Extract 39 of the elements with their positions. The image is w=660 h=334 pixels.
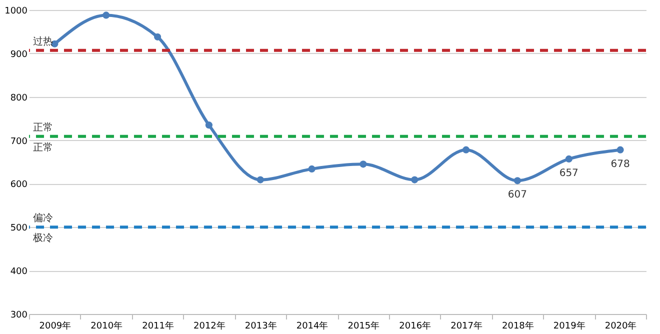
y-tick-label: 700 — [10, 136, 28, 147]
x-tick-label: 2010年 — [90, 320, 123, 332]
ref-line-label: 偏冷 — [33, 212, 53, 224]
point — [514, 177, 521, 184]
data-label: 678 — [610, 158, 630, 170]
x-tick-label: 2016年 — [399, 320, 432, 332]
x-tick-label: 2017年 — [450, 320, 482, 332]
point — [256, 176, 264, 184]
data-label: 657 — [559, 168, 578, 179]
x-tick-label: 2015年 — [348, 320, 380, 332]
x-tick-label: 2011年 — [142, 320, 174, 332]
point — [308, 165, 316, 172]
data-label: 607 — [508, 190, 528, 201]
y-tick-label: 400 — [10, 267, 28, 278]
point — [205, 122, 212, 129]
x-tick-label: 2019年 — [553, 320, 586, 332]
y-tick-label: 900 — [10, 50, 28, 60]
point — [565, 155, 572, 162]
x-tick-label: 2014年 — [296, 320, 328, 332]
y-tick-label: 500 — [10, 224, 28, 234]
annotation: 正常 — [33, 141, 53, 154]
y-tick-label: 1000 — [4, 6, 28, 16]
point — [154, 33, 162, 40]
point — [616, 146, 624, 154]
y-tick-label: 800 — [10, 93, 28, 104]
x-tick-label: 2020年 — [604, 320, 637, 332]
ref-line-label: 过热 — [33, 35, 53, 48]
annotation: 极冷 — [32, 232, 53, 244]
ref-line-label: 正常 — [33, 121, 53, 134]
x-tick-label: 2009年 — [39, 320, 72, 332]
y-tick-label: 600 — [10, 180, 28, 190]
x-tick-label: 2012年 — [194, 320, 226, 332]
x-tick-label: 2013年 — [244, 320, 277, 332]
point — [102, 12, 110, 19]
point — [411, 176, 418, 184]
x-tick-label: 2018年 — [502, 320, 534, 332]
point — [360, 160, 367, 168]
point — [462, 146, 470, 154]
y-tick-label: 300 — [10, 310, 28, 320]
